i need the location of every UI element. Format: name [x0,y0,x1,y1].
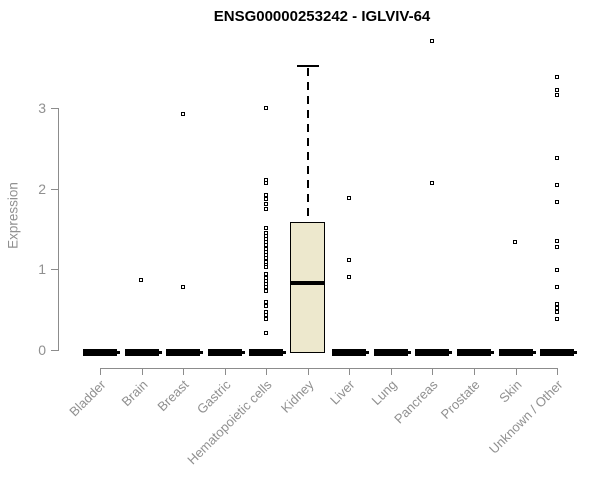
outlier-point [263,226,268,231]
x-tick [515,368,517,375]
flat-box [83,349,117,356]
x-tick [390,368,392,375]
outlier-point [554,199,559,204]
outlier-point [554,316,559,321]
flat-box [332,349,367,356]
outlier-point [554,245,559,250]
outlier-point [346,257,351,262]
outlier-point [263,330,268,335]
outlier-point [263,299,268,304]
x-tick [432,368,434,375]
y-tick-label: 3 [38,99,46,116]
y-axis-line [58,108,59,351]
box-rect [290,221,326,353]
y-tick-label: 2 [38,180,46,197]
outlier-point [554,306,559,311]
outlier-point [346,195,351,200]
flat-box-nub [241,351,245,354]
x-tick [307,368,309,375]
outlier-point [554,238,559,243]
flat-box [166,349,201,356]
flat-box-nub [574,351,578,354]
x-tick [141,368,143,375]
outlier-point [554,268,559,273]
outlier-point [513,240,517,245]
flat-box [540,349,575,356]
flat-box [124,349,159,356]
y-tick [51,188,58,190]
y-tick-label: 1 [38,261,46,278]
whisker-line [306,68,309,222]
outlier-point [554,284,559,289]
outlier-point [429,180,434,185]
outlier-point [139,278,144,283]
whisker-cap [296,65,319,68]
x-tick [557,368,559,375]
outlier-point [263,202,268,207]
flat-box [456,349,491,356]
outlier-point [263,106,268,111]
y-tick-label: 0 [38,342,46,358]
y-tick [51,269,58,271]
flat-box-nub [200,351,204,354]
flat-box [207,349,242,356]
median-line [290,281,326,286]
outlier-point [263,192,268,197]
outlier-point [554,155,559,160]
outlier-point [554,87,559,92]
outlier-point [554,74,559,79]
x-tick [349,368,351,375]
x-axis-line [100,368,559,369]
flat-box-nub [449,351,453,354]
outlier-point [263,285,268,290]
flat-box-nub [407,351,411,354]
outlier-point [263,181,268,186]
outlier-point [346,274,351,279]
x-tick [266,368,268,375]
outlier-point [554,310,559,315]
flat-box [498,349,533,356]
outlier-point [263,312,268,317]
flat-box-nub [117,351,120,354]
outlier-point [554,302,559,307]
flat-box-nub [158,351,162,354]
outlier-point [263,207,268,212]
chart-title: ENSG00000253242 - IGLVIV-64 [213,8,431,25]
outlier-point [554,92,559,97]
flat-box [249,349,284,356]
outlier-point [263,303,268,308]
flat-box-nub [283,351,287,354]
x-tick [224,368,226,375]
outlier-point [263,316,268,321]
y-tick [51,350,58,351]
flat-box [415,349,450,356]
flat-box [373,349,408,356]
x-tick [473,368,475,375]
x-tick [100,368,101,375]
outlier-point [263,265,268,270]
outlier-point [180,284,185,289]
x-tick [183,368,185,375]
y-tick [51,107,58,109]
outlier-point [263,289,268,294]
flat-box-nub [366,351,370,354]
outlier-point [554,182,559,187]
flat-box-nub [490,351,494,354]
outlier-point [263,197,268,202]
flat-box-nub [532,351,536,354]
outlier-point [429,39,434,44]
outlier-point [180,111,185,116]
